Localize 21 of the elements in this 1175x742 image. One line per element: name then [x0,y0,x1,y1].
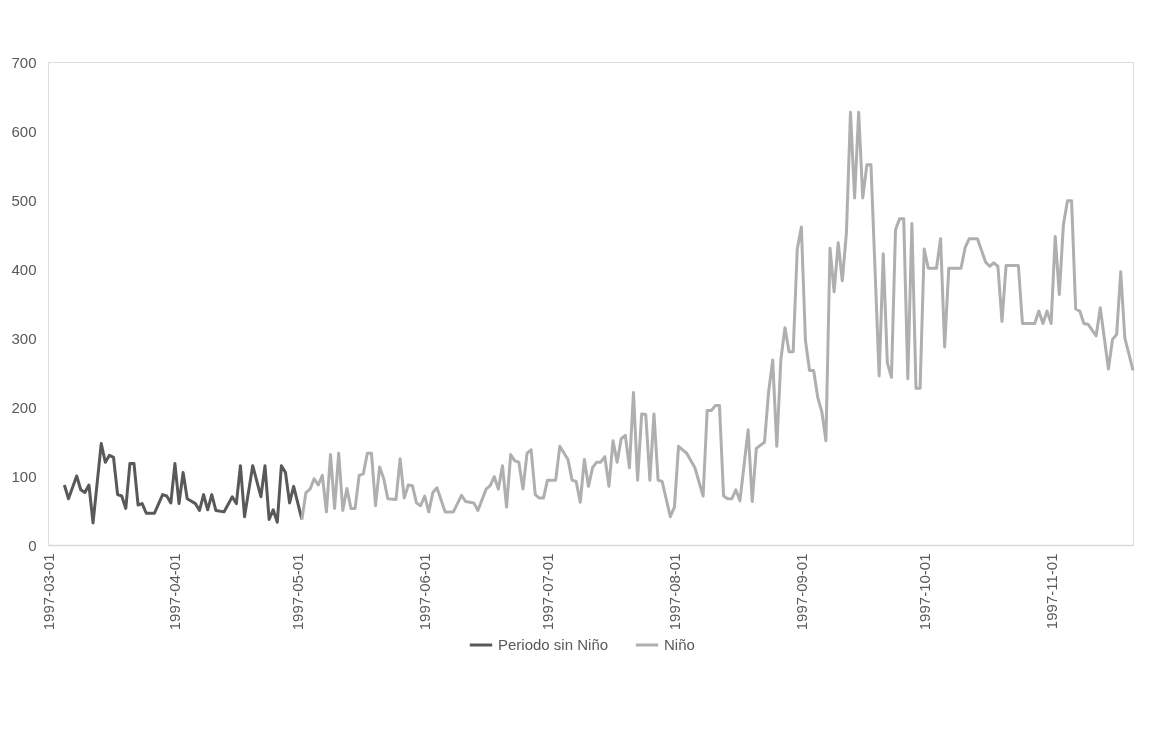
y-tick-label: 500 [11,191,37,209]
y-tick-label: 100 [11,467,37,485]
x-tick-label: 1997-11-01 [1042,553,1060,630]
x-tick-label: 1997-05-01 [289,553,307,631]
x-tick-label: 1997-07-01 [539,553,557,631]
line-series [300,110,1135,521]
x-tick-label: 1997-09-01 [792,553,810,631]
x-tick-label: 1997-03-01 [39,553,57,631]
y-tick-label: 200 [11,398,37,416]
y-tick-label: 700 [11,53,37,71]
legend-label: Niño [664,636,695,653]
y-tick-label: 400 [11,260,37,278]
y-tick-label: 0 [28,536,37,554]
y-tick-label: 300 [11,329,37,347]
line-series [62,442,304,525]
x-tick-label: 1997-06-01 [416,553,434,631]
x-tick-label: 1997-04-01 [166,553,184,631]
x-tick-label: 1997-08-01 [665,553,683,631]
x-tick-label: 1997-10-01 [915,553,933,631]
legend-label: Periodo sin Niño [498,636,609,653]
y-tick-label: 600 [11,122,37,140]
